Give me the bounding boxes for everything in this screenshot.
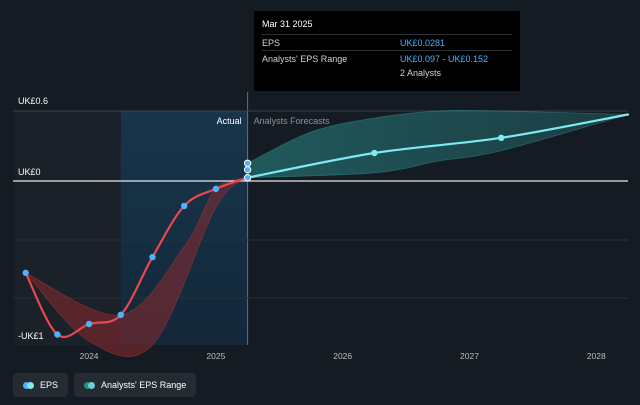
- eps-data-point: [22, 269, 29, 277]
- range-legend-dot: [84, 381, 92, 389]
- eps-current-point: [243, 174, 252, 182]
- x-tick-label: 2026: [333, 351, 352, 361]
- tooltip-date: Mar 31 2025: [262, 19, 313, 29]
- chart-legend: EPS Analysts' EPS Range: [13, 373, 197, 397]
- eps-data-point: [85, 320, 93, 328]
- tooltip-eps-value: UK£0.0281: [400, 37, 446, 48]
- legend-eps-button[interactable]: EPS: [13, 373, 69, 397]
- range-legend-icon: [84, 381, 96, 389]
- eps-range-band: [247, 109, 629, 179]
- eps-data-point: [117, 311, 124, 319]
- forecast-section-label: Analysts Forecasts: [254, 116, 331, 126]
- actual-section-label: Actual: [217, 116, 242, 126]
- eps-legend-dot: [27, 381, 34, 389]
- chart-tooltip: Mar 31 2025 EPS UK£0.0281 Analysts' EPS …: [254, 11, 520, 91]
- eps-data-point: [54, 331, 61, 338]
- eps-data-point: [212, 185, 220, 193]
- eps-forecast-line: [246, 113, 630, 179]
- tooltip-range-label: Analysts' EPS Range: [262, 53, 348, 64]
- tooltip-range-value: UK£0.097 - UK£0.152: [400, 53, 489, 64]
- eps-data-point: [180, 202, 188, 210]
- tooltip-range-row: Analysts' EPS Range UK£0.097 - UK£0.152: [262, 50, 512, 66]
- legend-range-button[interactable]: Analysts' EPS Range: [74, 373, 197, 397]
- y-tick-label: UK£0: [18, 167, 41, 177]
- eps-legend-icon: [23, 381, 34, 389]
- tooltip-eps-label: EPS: [262, 37, 281, 48]
- eps-legend-dot: [23, 381, 30, 389]
- x-tick-label: 2027: [460, 351, 479, 361]
- eps-data-point: [149, 253, 156, 261]
- y-tick-label: UK£0.6: [18, 96, 48, 106]
- range-marker-point: [243, 165, 252, 174]
- eps-forecast-point: [371, 149, 378, 157]
- range-legend-dot: [88, 381, 96, 389]
- tooltip-eps-row: EPS UK£0.0281: [262, 34, 512, 50]
- x-tick-label: 2025: [206, 351, 225, 361]
- legend-range-label: Analysts' EPS Range: [101, 380, 187, 390]
- x-tick-label: 2024: [80, 351, 99, 361]
- range-marker-point: [243, 159, 252, 167]
- tooltip-analysts-count: 2 Analysts: [400, 68, 442, 78]
- legend-eps-label: EPS: [40, 380, 59, 390]
- x-tick-label: 2028: [587, 351, 606, 361]
- y-tick-label: -UK£1: [18, 331, 44, 341]
- eps-forecast-point: [497, 134, 505, 142]
